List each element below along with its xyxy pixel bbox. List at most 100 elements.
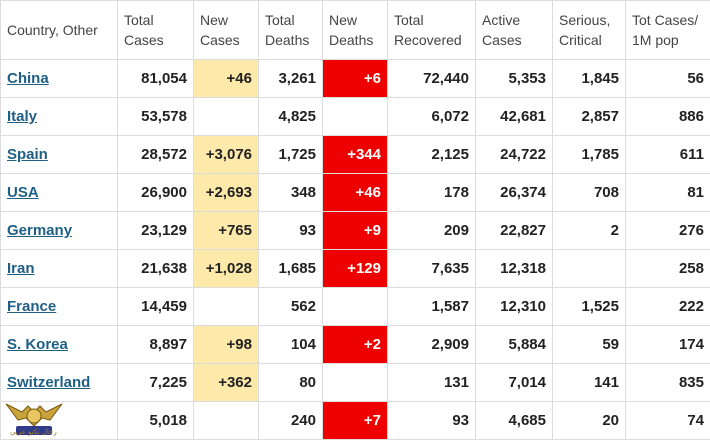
cell-total-cases: 21,638 [117,249,194,288]
header-total-recovered[interactable]: Total Recovered [387,0,476,60]
cell-serious-critical: 1,785 [552,135,626,174]
header-total-deaths[interactable]: Total Deaths [258,0,323,60]
cell-active-cases: 12,318 [475,249,553,288]
cell-serious-critical [552,249,626,288]
cell-new-deaths [322,363,388,402]
country-link[interactable]: Germany [7,222,73,239]
cell-country: France [0,287,118,326]
cell-total-deaths: 80 [258,363,323,402]
cell-tot-cases-1m: 276 [625,211,710,250]
cell-total-recovered: 178 [387,173,476,212]
table-row: Germany 23,129 +765 93 +9 209 22,827 2 276 [0,211,710,250]
cell-total-deaths: 348 [258,173,323,212]
cell-total-recovered: 7,635 [387,249,476,288]
cell-new-deaths: +6 [322,59,388,98]
cell-new-cases: +46 [193,59,259,98]
cell-country: Iran [0,249,118,288]
cell-serious-critical: 708 [552,173,626,212]
cell-active-cases: 22,827 [475,211,553,250]
cell-new-cases: +98 [193,325,259,364]
cell-total-deaths: 1,685 [258,249,323,288]
cell-tot-cases-1m: 56 [625,59,710,98]
cell-serious-critical: 59 [552,325,626,364]
cell-active-cases: 42,681 [475,97,553,136]
watermark-text: رجال تكنو عربي [10,428,57,436]
table-row: USA 26,900 +2,693 348 +46 178 26,374 708 81 [0,173,710,212]
cell-total-recovered: 131 [387,363,476,402]
cell-total-cases: 14,459 [117,287,194,326]
country-link[interactable]: Switzerland [7,374,91,391]
cell-total-recovered: 93 [387,401,476,440]
cell-total-recovered: 1,587 [387,287,476,326]
cell-serious-critical: 2 [552,211,626,250]
cell-country: Spain [0,135,118,174]
header-active-cases[interactable]: Active Cases [475,0,553,60]
cell-country: S. Korea [0,325,118,364]
cell-new-deaths: +129 [322,249,388,288]
cell-total-cases: 26,900 [117,173,194,212]
header-tot-cases-1m[interactable]: Tot Cases/ 1M pop [625,0,710,60]
country-link[interactable]: France [7,298,57,315]
cell-total-cases: 28,572 [117,135,194,174]
header-new-cases[interactable]: New Cases [193,0,259,60]
table-row: 5,018 240 +7 93 4,685 20 74 [0,401,710,440]
country-link[interactable]: Spain [7,146,48,163]
cell-new-deaths [322,97,388,136]
cell-new-deaths: +7 [322,401,388,440]
cell-total-cases: 53,578 [117,97,194,136]
country-link[interactable]: China [7,70,49,87]
table-row: Iran 21,638 +1,028 1,685 +129 7,635 12,318 258 [0,249,710,288]
cell-serious-critical: 2,857 [552,97,626,136]
cell-active-cases: 24,722 [475,135,553,174]
table-row: S. Korea 8,897 +98 104 +2 2,909 5,884 59 174 [0,325,710,364]
cell-tot-cases-1m: 258 [625,249,710,288]
eagle-crest-logo-icon [5,403,63,435]
cell-total-cases: 23,129 [117,211,194,250]
cell-new-cases: +3,076 [193,135,259,174]
header-new-deaths[interactable]: New Deaths [322,0,388,60]
cell-total-deaths: 93 [258,211,323,250]
cell-serious-critical: 141 [552,363,626,402]
cell-active-cases: 7,014 [475,363,553,402]
country-link[interactable]: S. Korea [7,336,68,353]
cell-total-recovered: 6,072 [387,97,476,136]
cell-new-cases: +765 [193,211,259,250]
cell-new-deaths: +2 [322,325,388,364]
cell-total-cases: 7,225 [117,363,194,402]
table-row: Switzerland 7,225 +362 80 131 7,014 141 835 [0,363,710,402]
cell-active-cases: 5,353 [475,59,553,98]
cell-new-cases: +1,028 [193,249,259,288]
header-country[interactable]: Country, Other [0,0,118,60]
cell-total-cases: 81,054 [117,59,194,98]
cell-total-deaths: 104 [258,325,323,364]
cell-total-recovered: 209 [387,211,476,250]
cell-new-cases: +2,693 [193,173,259,212]
cell-total-deaths: 4,825 [258,97,323,136]
country-link[interactable]: Italy [7,108,38,125]
table-header-row: Country, Other Total Cases New Cases Tot… [0,0,710,60]
table-row: France 14,459 562 1,587 12,310 1,525 222 [0,287,710,326]
cell-country: USA [0,173,118,212]
header-total-cases[interactable]: Total Cases [117,0,194,60]
header-serious-critical[interactable]: Serious, Critical [552,0,626,60]
cell-serious-critical: 20 [552,401,626,440]
cell-active-cases: 5,884 [475,325,553,364]
cell-total-deaths: 3,261 [258,59,323,98]
cell-country: Switzerland [0,363,118,402]
table-row: Italy 53,578 4,825 6,072 42,681 2,857 886 [0,97,710,136]
country-link[interactable]: USA [7,184,39,201]
country-link[interactable]: Iran [7,260,35,277]
cell-new-deaths: +9 [322,211,388,250]
cell-active-cases: 26,374 [475,173,553,212]
cell-tot-cases-1m: 81 [625,173,710,212]
cell-tot-cases-1m: 611 [625,135,710,174]
cell-tot-cases-1m: 74 [625,401,710,440]
cell-new-cases [193,97,259,136]
cell-tot-cases-1m: 886 [625,97,710,136]
cell-serious-critical: 1,525 [552,287,626,326]
cell-tot-cases-1m: 174 [625,325,710,364]
cell-new-deaths: +46 [322,173,388,212]
cell-total-cases: 8,897 [117,325,194,364]
cell-serious-critical: 1,845 [552,59,626,98]
cell-total-recovered: 2,909 [387,325,476,364]
